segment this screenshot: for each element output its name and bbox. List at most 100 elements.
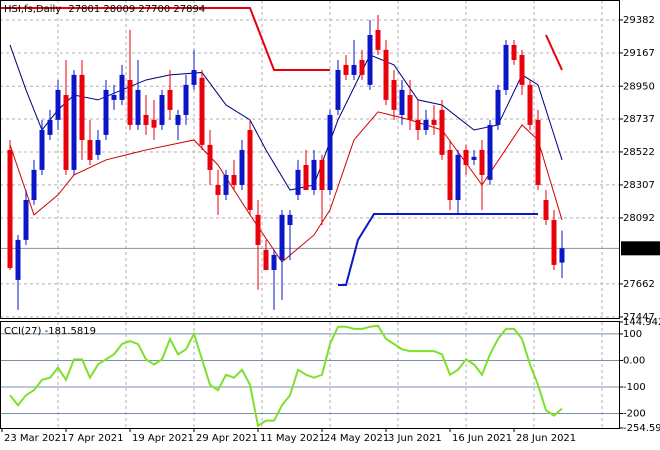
x-tick-label: 29 Apr 2021	[196, 433, 258, 444]
current-price-label: 27894	[623, 243, 655, 254]
candle-body	[543, 199, 549, 220]
candle-body	[271, 254, 277, 270]
candle-body	[423, 119, 429, 130]
x-tick-label: 7 Apr 2021	[68, 433, 123, 444]
candle-body	[399, 89, 405, 115]
candle-body	[87, 139, 93, 160]
candle-body	[119, 74, 125, 100]
y-tick-label: -100	[623, 382, 646, 393]
cci-line	[9, 324, 563, 428]
overlay-line	[338, 212, 538, 287]
candle-body	[527, 84, 533, 125]
cci-label: CCI(27)	[4, 326, 42, 337]
candle-body	[55, 89, 61, 120]
candle-body	[31, 169, 37, 200]
candle-body	[295, 169, 301, 195]
candle-body	[463, 149, 469, 165]
x-tick-label: 24 May 2021	[324, 433, 389, 444]
cci-last: -181.5819	[45, 326, 96, 337]
cci-frame	[0, 321, 620, 429]
candle-body	[391, 79, 397, 110]
candle-body	[23, 199, 29, 240]
candle-body	[415, 119, 421, 130]
x-tick-label: 16 Jun 2021	[452, 433, 512, 444]
y-tick-label: 28950	[623, 81, 655, 92]
overlay-line	[545, 34, 563, 71]
cci-header: CCI(27) -181.5819	[4, 326, 96, 337]
candle-body	[367, 34, 373, 85]
plot	[0, 6, 565, 428]
y-tick-label: 28092	[623, 213, 655, 224]
candle-body	[71, 74, 77, 170]
candle-body	[383, 49, 389, 100]
candle-body	[343, 64, 349, 75]
candle-body	[263, 249, 269, 270]
candle-body	[247, 129, 253, 210]
last-open: 27801	[68, 4, 100, 15]
chart-header: HSI,fs,Daily 27801 28009 27700 27894	[4, 4, 205, 15]
x-tick-label: 19 Apr 2021	[132, 433, 194, 444]
candle-body	[519, 54, 525, 85]
price-frame	[0, 0, 620, 319]
candle-body	[63, 95, 69, 170]
candle-body	[103, 89, 109, 135]
y-tick-label: -200	[623, 409, 646, 420]
candle-body	[327, 114, 333, 191]
candle-body	[223, 174, 229, 195]
y-tick-label: 29382	[623, 15, 655, 26]
candle-body	[151, 119, 157, 128]
candle-body	[239, 149, 245, 185]
candle-body	[183, 84, 189, 115]
current-price-box	[621, 241, 660, 256]
candle-body	[559, 248, 565, 263]
overlay-line	[0, 6, 330, 71]
candle-body	[47, 119, 53, 135]
candle-body	[535, 119, 541, 185]
candle-body	[407, 95, 413, 120]
candle-body	[111, 95, 117, 100]
candle-body	[551, 219, 557, 265]
candle-body	[207, 144, 213, 170]
candle-body	[199, 77, 205, 145]
x-tick-label: 11 May 2021	[260, 433, 325, 444]
x-tick-label: 28 Jun 2021	[516, 433, 576, 444]
candle-body	[255, 214, 261, 245]
last-close: 27894	[173, 4, 205, 15]
candle-body	[135, 89, 141, 125]
candle-body	[7, 149, 13, 268]
candle-body	[495, 89, 501, 125]
candle-body	[319, 159, 325, 191]
candle-body	[95, 139, 101, 155]
candle-body	[455, 154, 461, 200]
candle-body	[303, 164, 309, 191]
candle-body	[311, 159, 317, 191]
y-tick-label: 0.00	[623, 355, 645, 366]
y-tick-label: 28737	[623, 114, 655, 125]
candle-body	[471, 156, 477, 160]
last-low: 27700	[138, 4, 170, 15]
candle-body	[335, 69, 341, 110]
y-tick-label: 28522	[623, 147, 655, 158]
y-tick-label: 27662	[623, 279, 655, 290]
x-tick-label: 23 Mar 2021	[4, 433, 67, 444]
candle-body	[287, 214, 293, 225]
symbol: HSI,fs,Daily	[4, 4, 61, 15]
candle-body	[79, 74, 85, 140]
candle-body	[191, 69, 197, 85]
candle-body	[511, 44, 517, 61]
candle-body	[487, 124, 493, 180]
candle-body	[375, 29, 381, 50]
candle-body	[351, 64, 357, 75]
candle-body	[167, 89, 173, 110]
grid	[0, 0, 620, 428]
candle-body	[215, 184, 221, 195]
candle-body	[439, 109, 445, 155]
candle-body	[159, 95, 165, 125]
candle-body	[447, 149, 453, 200]
candle-body	[231, 174, 237, 185]
candle-body	[279, 214, 285, 260]
y-tick-label: 29167	[623, 48, 655, 59]
candle-body	[39, 129, 45, 170]
